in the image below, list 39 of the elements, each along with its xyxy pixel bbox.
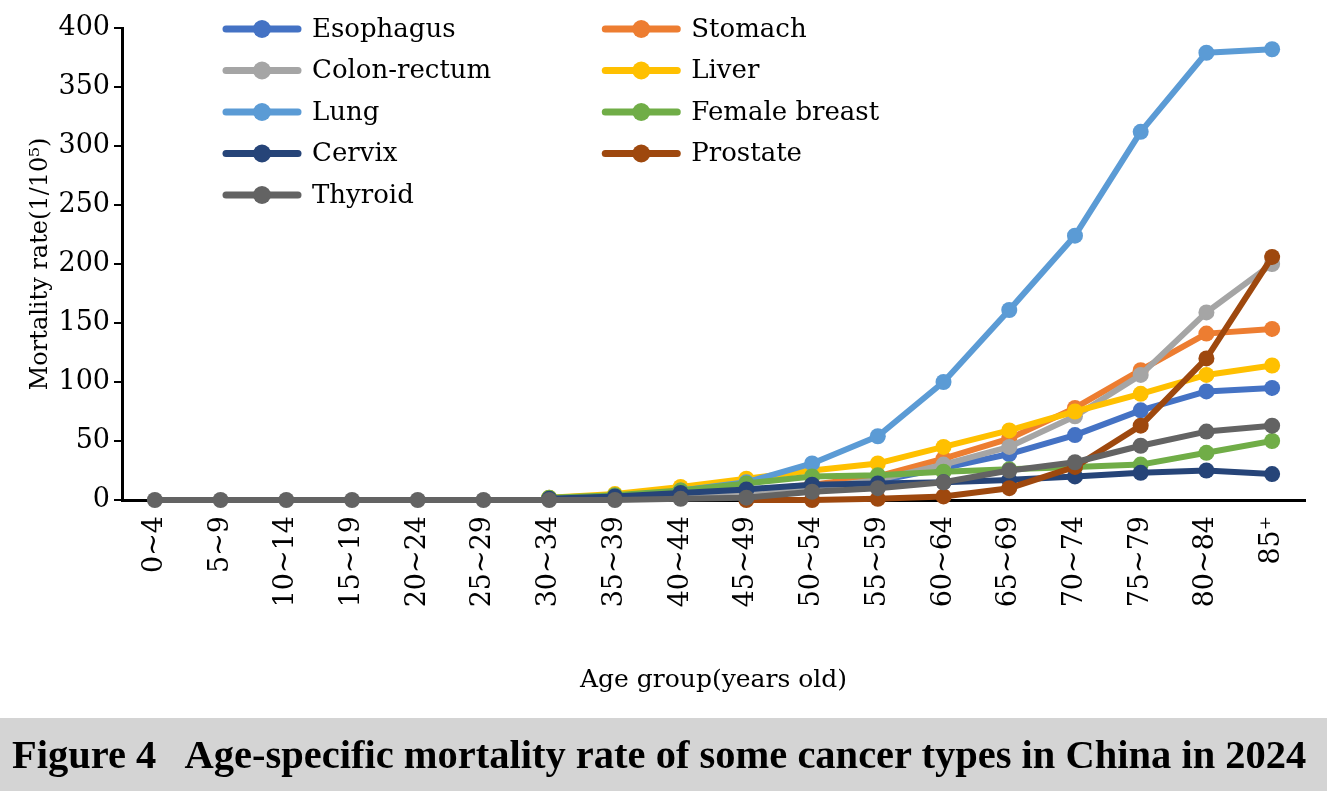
y-tick-label: 100 [58, 364, 110, 396]
legend-label: Thyroid [312, 178, 414, 209]
legend-label: Stomach [691, 12, 807, 43]
x-tick-label: 75~79 [1122, 516, 1154, 608]
y-tick-label: 0 [92, 482, 110, 514]
legend-label: Liver [691, 54, 760, 85]
x-tick-label: 25~29 [465, 516, 497, 608]
y-tick-label: 300 [58, 128, 110, 160]
x-tick-label: 15~19 [334, 516, 366, 608]
y-tick-label: 50 [75, 423, 110, 455]
x-tick-label: 0~4 [136, 516, 168, 573]
legend-label: Female breast [691, 95, 880, 126]
y-tick-label: 250 [58, 187, 110, 219]
x-tick-label: 45~49 [728, 516, 760, 608]
legend-label: Colon-rectum [312, 54, 492, 85]
x-tick-label: 5~9 [202, 516, 234, 573]
x-tick-label: 30~34 [531, 516, 563, 608]
legend-label: Lung [312, 95, 380, 126]
x-tick-label: 70~74 [1056, 516, 1088, 608]
legend-label: Prostate [691, 137, 802, 168]
y-tick-label: 150 [58, 305, 110, 337]
y-tick-label: 200 [58, 246, 110, 278]
text: Figure 4 Age-specific mortality rate of some cancer types in China in 2024 [0, 718, 1327, 791]
x-tick-label: 35~39 [596, 516, 628, 608]
x-tick-label: 85⁺ [1254, 516, 1286, 565]
x-tick-label: 65~69 [991, 516, 1023, 608]
legend-label: Esophagus [312, 12, 456, 43]
x-tick-label: 80~84 [1188, 516, 1220, 608]
x-tick-label: 10~14 [268, 516, 300, 608]
x-tick-label: 55~59 [859, 516, 891, 608]
x-axis-title: Age group(years old) [578, 663, 848, 693]
x-tick-label: 50~54 [794, 516, 826, 608]
y-axis-title: Mortality rate(1/10⁵) [24, 137, 53, 391]
x-tick-label: 60~64 [925, 516, 957, 608]
legend-label: Cervix [312, 137, 398, 168]
y-tick-label: 350 [58, 69, 110, 101]
x-tick-label: 20~24 [399, 516, 431, 608]
y-tick-label: 400 [58, 10, 110, 42]
x-tick-label: 40~44 [662, 516, 694, 608]
